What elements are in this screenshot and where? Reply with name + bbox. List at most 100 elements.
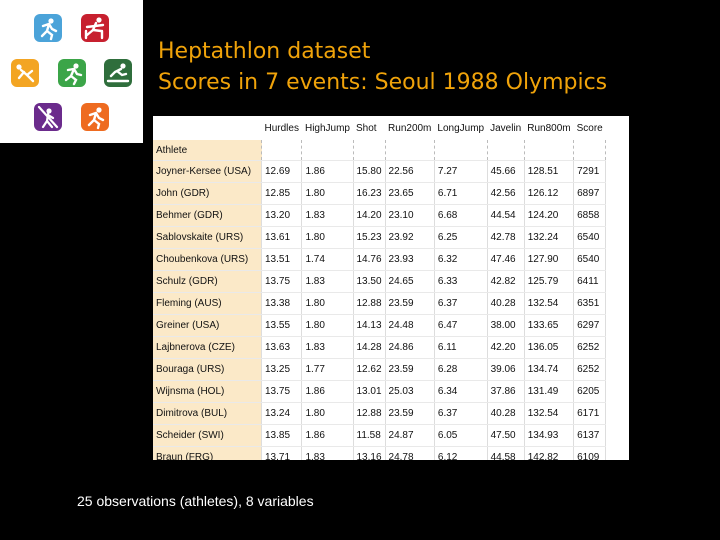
empty-cell	[385, 140, 435, 161]
column-header: Score	[573, 116, 606, 140]
value-cell: 13.75	[261, 270, 303, 293]
value-cell: 6171	[573, 402, 607, 425]
value-cell: 13.61	[261, 226, 303, 249]
table-row: John (GDR) 12.85 1.80 16.23 23.65 6.71 42.56 12…	[153, 182, 607, 205]
value-cell: 1.86	[301, 380, 354, 403]
value-cell: 134.74	[524, 358, 575, 381]
slide-title: Heptathlon dataset Scores in 7 events: S…	[158, 36, 607, 98]
heptathlon-table: Hurdles HighJump Shot Run200m LongJump J…	[153, 116, 607, 460]
value-cell: 1.74	[301, 248, 354, 271]
value-cell: 6252	[573, 358, 607, 381]
value-cell: 40.28	[487, 292, 525, 315]
table-row: Dimitrova (BUL) 13.24 1.80 12.88 23.59 6.37 40…	[153, 402, 607, 425]
value-cell: 13.16	[353, 446, 386, 460]
value-cell: 6.47	[434, 314, 488, 337]
value-cell: 6411	[573, 270, 607, 293]
value-cell: 6351	[573, 292, 607, 315]
value-cell: 13.85	[261, 424, 303, 447]
empty-cell	[524, 140, 575, 161]
value-cell: 12.88	[353, 402, 386, 425]
index-label: Athlete	[153, 140, 262, 161]
value-cell: 22.56	[385, 160, 435, 183]
value-cell: 13.63	[261, 336, 303, 359]
value-cell: 1.83	[301, 446, 354, 460]
value-cell: 47.46	[487, 248, 525, 271]
value-cell: 13.38	[261, 292, 303, 315]
value-cell: 136.05	[524, 336, 575, 359]
runner-icon	[34, 14, 62, 42]
table-row: Joyner-Kersee (USA) 12.69 1.86 15.80 22.56 7.…	[153, 160, 607, 183]
athlete-name-cell: Wijnsma (HOL)	[153, 380, 262, 403]
sprinter-icon	[58, 59, 86, 87]
athlete-name-cell: Fleming (AUS)	[153, 292, 262, 315]
value-cell: 24.65	[385, 270, 435, 293]
value-cell: 13.25	[261, 358, 303, 381]
value-cell: 133.65	[524, 314, 575, 337]
column-header: Run800m	[524, 116, 574, 140]
value-cell: 12.69	[261, 160, 303, 183]
value-cell: 23.92	[385, 226, 435, 249]
athlete-name-cell: Sablovskaite (URS)	[153, 226, 262, 249]
table-row: Behmer (GDR) 13.20 1.83 14.20 23.10 6.68 44.54…	[153, 204, 607, 227]
value-cell: 6.25	[434, 226, 488, 249]
value-cell: 42.78	[487, 226, 525, 249]
athlete-name-cell: Scheider (SWI)	[153, 424, 262, 447]
value-cell: 25.03	[385, 380, 435, 403]
empty-cell	[301, 140, 354, 161]
value-cell: 14.13	[353, 314, 386, 337]
javelin-icon	[34, 103, 62, 131]
empty-cell	[353, 140, 386, 161]
value-cell: 125.79	[524, 270, 575, 293]
title-line-1: Heptathlon dataset	[158, 39, 371, 64]
runner-800m-icon	[81, 103, 109, 131]
value-cell: 132.54	[524, 402, 575, 425]
value-cell: 132.24	[524, 226, 575, 249]
value-cell: 13.71	[261, 446, 303, 460]
athlete-name-cell: Dimitrova (BUL)	[153, 402, 262, 425]
table-row: Choubenkova (URS) 13.51 1.74 14.76 23.93 6.32…	[153, 248, 607, 271]
value-cell: 12.88	[353, 292, 386, 315]
value-cell: 124.20	[524, 204, 575, 227]
value-cell: 134.93	[524, 424, 575, 447]
table-row: Schulz (GDR) 13.75 1.83 13.50 24.65 6.33 42.82…	[153, 270, 607, 293]
table-row: Scheider (SWI) 13.85 1.86 11.58 24.87 6.05 47.…	[153, 424, 607, 447]
index-label-row: Athlete	[153, 140, 607, 161]
value-cell: 6.32	[434, 248, 488, 271]
value-cell: 1.80	[301, 182, 354, 205]
corner-cell	[153, 116, 262, 140]
column-header: Run200m	[385, 116, 435, 140]
value-cell: 44.54	[487, 204, 525, 227]
value-cell: 12.62	[353, 358, 386, 381]
column-header: HighJump	[301, 116, 353, 140]
table-header-row: Hurdles HighJump Shot Run200m LongJump J…	[153, 116, 606, 140]
value-cell: 40.28	[487, 402, 525, 425]
value-cell: 11.58	[353, 424, 386, 447]
athlete-name-cell: Joyner-Kersee (USA)	[153, 160, 262, 183]
empty-cell	[573, 140, 607, 161]
table-row: Bouraga (URS) 13.25 1.77 12.62 23.59 6.28 39.0…	[153, 358, 607, 381]
value-cell: 42.82	[487, 270, 525, 293]
value-cell: 12.85	[261, 182, 303, 205]
value-cell: 13.55	[261, 314, 303, 337]
table-row: Greiner (USA) 13.55 1.80 14.13 24.48 6.47 38.0…	[153, 314, 607, 337]
value-cell: 6.28	[434, 358, 488, 381]
value-cell: 23.59	[385, 292, 435, 315]
value-cell: 42.20	[487, 336, 525, 359]
value-cell: 13.01	[353, 380, 386, 403]
value-cell: 44.58	[487, 446, 525, 460]
value-cell: 6137	[573, 424, 607, 447]
value-cell: 6540	[573, 226, 607, 249]
athlete-name-cell: Choubenkova (URS)	[153, 248, 262, 271]
value-cell: 127.90	[524, 248, 575, 271]
column-header: Shot	[353, 116, 386, 140]
value-cell: 1.80	[301, 402, 354, 425]
value-cell: 6.11	[434, 336, 488, 359]
value-cell: 6.05	[434, 424, 488, 447]
value-cell: 6.71	[434, 182, 488, 205]
hurdler-icon	[81, 14, 109, 42]
table-row: Wijnsma (HOL) 13.75 1.86 13.01 25.03 6.34 37.8…	[153, 380, 607, 403]
value-cell: 23.59	[385, 358, 435, 381]
value-cell: 6.37	[434, 292, 488, 315]
table-row: Fleming (AUS) 13.38 1.80 12.88 23.59 6.37 40.2…	[153, 292, 607, 315]
value-cell: 23.93	[385, 248, 435, 271]
